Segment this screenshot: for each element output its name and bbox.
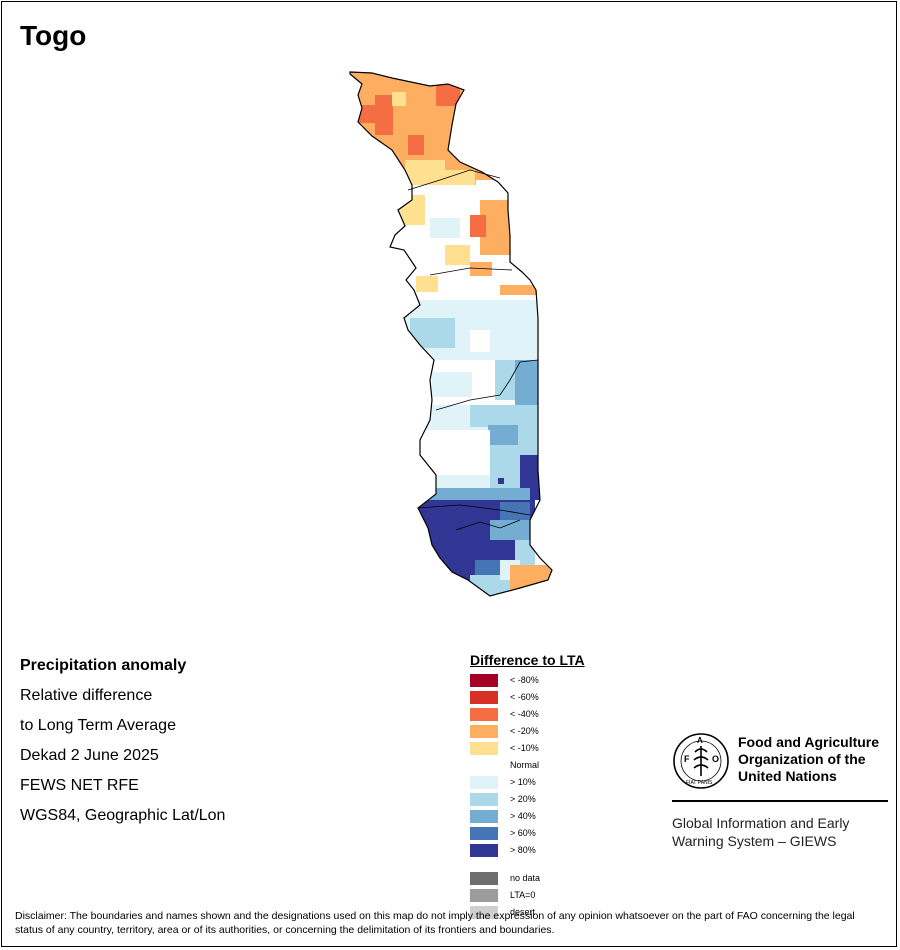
legend-swatch — [470, 674, 498, 687]
anomaly-grid — [350, 72, 552, 596]
legend-label: < -20% — [510, 726, 539, 736]
legend-item: < -60% — [470, 689, 585, 706]
region-boundaries — [407, 169, 539, 531]
info-line-1: Relative difference — [20, 687, 153, 704]
legend-item: > 10% — [470, 774, 585, 791]
svg-text:F: F — [684, 754, 690, 764]
legend-item: desert — [470, 904, 585, 921]
legend-label: < -10% — [510, 743, 539, 753]
info-line-4: FEWS NET RFE — [20, 777, 139, 794]
legend-item: < -80% — [470, 672, 585, 689]
legend-item: > 80% — [470, 842, 585, 859]
svg-text:O: O — [712, 754, 719, 764]
info-line-3: Dekad 2 June 2025 — [20, 747, 159, 764]
legend-label: > 10% — [510, 777, 536, 787]
legend-swatch — [470, 810, 498, 823]
legend-extra: no data LTA=0 desert — [470, 870, 585, 921]
legend-swatch — [470, 725, 498, 738]
legend-item: < -20% — [470, 723, 585, 740]
map-title: Togo — [20, 20, 87, 51]
legend-label: no data — [510, 873, 541, 883]
legend-label: LTA=0 — [510, 890, 536, 900]
legend-swatch — [470, 844, 498, 857]
legend-item: LTA=0 — [470, 887, 585, 904]
legend-swatch — [470, 776, 498, 789]
disclaimer: Disclaimer: The boundaries and names sho… — [15, 910, 855, 936]
legend-label: > 20% — [510, 794, 536, 804]
svg-text:A: A — [697, 736, 703, 745]
legend-item: < -40% — [470, 706, 585, 723]
legend-label: < -40% — [510, 709, 539, 719]
legend-label: Normal — [510, 760, 540, 770]
legend-swatch — [470, 827, 498, 840]
legend-label: desert — [510, 907, 536, 917]
legend-item: > 20% — [470, 791, 585, 808]
legend: Difference to LTA < -80% < -60% < -40% < -2… — [470, 652, 585, 921]
legend-swatch — [470, 889, 498, 902]
info-heading: Precipitation anomaly — [20, 657, 187, 674]
legend-item: > 60% — [470, 825, 585, 842]
legend-item: Normal — [470, 757, 585, 774]
svg-text:FIAT PANIS: FIAT PANIS — [686, 780, 713, 786]
legend-swatch — [470, 906, 498, 919]
legend-swatch — [470, 872, 498, 885]
legend-swatch — [470, 742, 498, 755]
legend-item: > 40% — [470, 808, 585, 825]
fao-name: Food and Agriculture Organization of the… — [738, 734, 880, 784]
legend-classes: < -80% < -60% < -40% < -20% < -10% Normal > 10… — [470, 672, 585, 859]
info-line-2: to Long Term Average — [20, 717, 176, 734]
giews-name: Global Information and Early Warning Sys… — [672, 815, 850, 849]
info-line-5: WGS84, Geographic Lat/Lon — [20, 807, 226, 824]
fao-divider — [672, 800, 888, 802]
legend-swatch — [470, 708, 498, 721]
legend-title: Difference to LTA — [470, 652, 585, 668]
map-info-panel: Precipitation anomaly Relative differenc… — [20, 655, 225, 835]
legend-label: > 40% — [510, 811, 536, 821]
legend-swatch — [470, 691, 498, 704]
anomaly-map — [349, 71, 553, 597]
legend-label: > 80% — [510, 845, 536, 855]
legend-label: < -80% — [510, 675, 539, 685]
legend-item: < -10% — [470, 740, 585, 757]
legend-label: > 60% — [510, 828, 536, 838]
legend-label: < -60% — [510, 692, 539, 702]
fao-logo-icon: F A O FIAT PANIS — [673, 733, 729, 789]
legend-item: no data — [470, 870, 585, 887]
legend-swatch — [470, 793, 498, 806]
